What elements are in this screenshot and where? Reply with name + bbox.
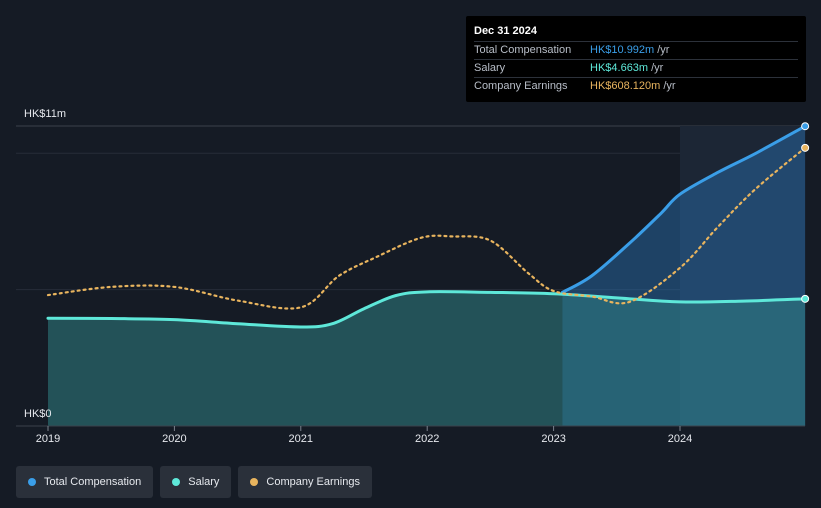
legend-dot-icon: [172, 478, 181, 486]
tooltip-label: Company Earnings: [474, 80, 568, 92]
tooltip-date: Dec 31 2024: [474, 25, 537, 37]
tooltip-row-salary: Salary HK$4.663m /yr: [474, 59, 798, 77]
grid-lines: [16, 125, 805, 291]
tooltip-label: Salary: [474, 62, 506, 74]
area-salary: [48, 291, 806, 426]
legend-item-salary[interactable]: Salary: [160, 466, 232, 498]
legend-item-total-compensation[interactable]: Total Compensation: [16, 466, 154, 498]
line-company-earnings: [46, 146, 807, 310]
tooltip-unit: /yr: [651, 62, 664, 74]
endpoint-salary: [801, 294, 810, 303]
y-axis-max-label: HK$11m: [24, 108, 66, 120]
tooltip-value: HK$10.992m: [590, 44, 655, 56]
x-tick-label: 2019: [36, 433, 60, 445]
tooltip-unit: /yr: [657, 44, 670, 56]
line-salary: [46, 290, 807, 329]
x-tick-label: 2022: [415, 433, 439, 445]
legend-label: Company Earnings: [266, 476, 360, 488]
legend-item-company-earnings[interactable]: Company Earnings: [238, 466, 372, 498]
tooltip-row-total-compensation: Total Compensation HK$10.992m /yr: [474, 41, 798, 59]
x-tick-label: 2023: [541, 433, 565, 445]
legend: Total Compensation Salary Company Earnin…: [16, 466, 379, 498]
endpoint-company-earnings: [801, 143, 810, 152]
tooltip-unit: /yr: [663, 80, 676, 92]
series-lines: [46, 124, 807, 329]
tooltip-row-company-earnings: Company Earnings HK$608.120m /yr: [474, 77, 798, 95]
legend-dot-icon: [28, 478, 36, 486]
x-axis: 2019 2020 2021 2022 2023 2024: [16, 425, 805, 445]
tooltip: Dec 31 2024 Total Compensation HK$10.992…: [466, 16, 806, 102]
legend-dot-icon: [250, 478, 259, 486]
tooltip-label: Total Compensation: [474, 44, 572, 56]
x-tick-label: 2021: [289, 433, 313, 445]
x-tick-label: 2020: [162, 433, 186, 445]
tooltip-value: HK$608.120m: [590, 80, 661, 92]
line-total-compensation: [560, 124, 807, 294]
series-endpoints: [801, 122, 810, 303]
x-tick-label: 2024: [668, 433, 692, 445]
series-areas: [48, 126, 806, 426]
y-axis-min-label: HK$0: [24, 408, 52, 420]
legend-label: Total Compensation: [44, 476, 142, 488]
tooltip-value: HK$4.663m: [590, 62, 649, 74]
legend-label: Salary: [188, 476, 220, 488]
endpoint-total-compensation: [801, 122, 810, 131]
